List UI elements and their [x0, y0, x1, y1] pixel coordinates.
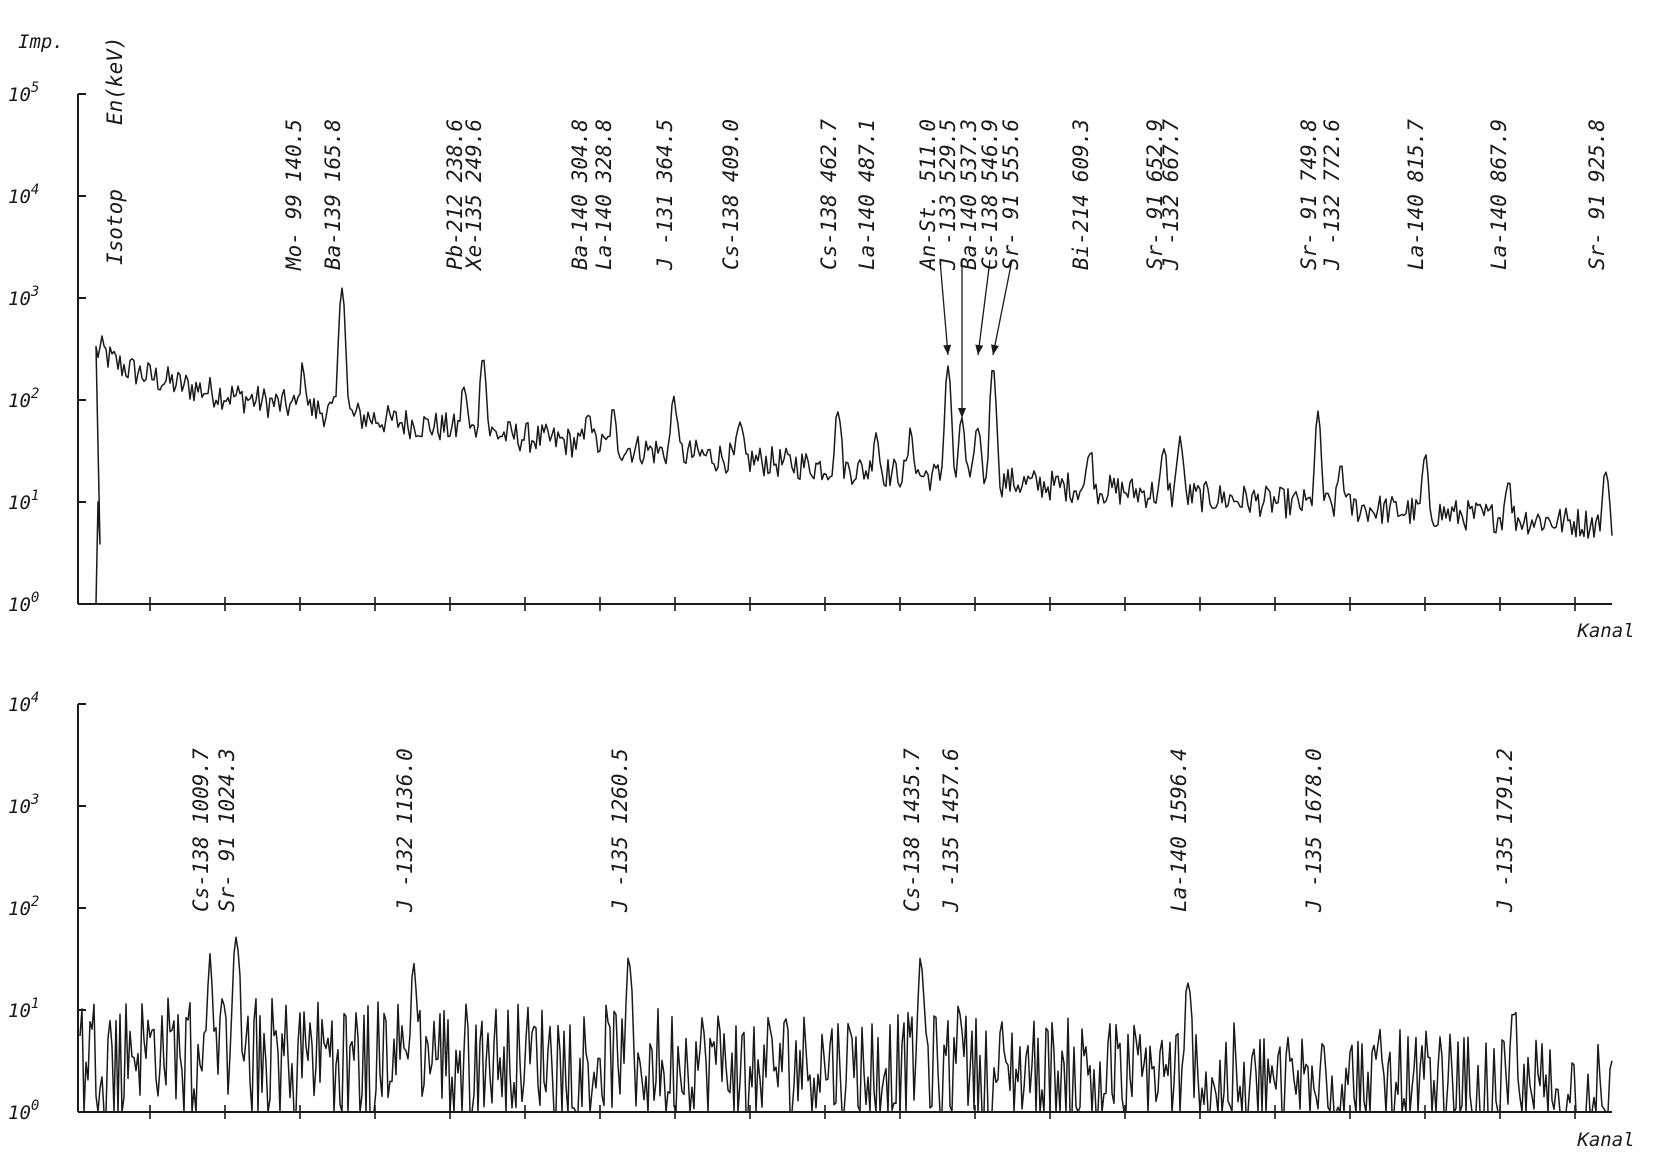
peak-label: La-140487.1 — [855, 119, 879, 270]
peak-label: J -133529.5 — [936, 119, 960, 271]
peak-label: Cs-138546.9 — [978, 119, 1002, 270]
peak-pointer-arrowhead — [975, 344, 984, 355]
peak-label: La-140328.8 — [592, 119, 616, 270]
peak-label: J -1351791.2 — [1493, 748, 1517, 913]
y-tick-label: 105 — [8, 80, 39, 106]
peak-pointer-arrow — [992, 259, 1013, 356]
peak-label: Cs-138462.7 — [817, 119, 841, 270]
peak-label: La-140867.9 — [1487, 119, 1511, 270]
peak-label: J -132667.7 — [1159, 119, 1183, 271]
y-tick-label: 101 — [8, 996, 39, 1022]
peak-label: Ba-140537.3 — [957, 119, 981, 270]
peak-label: Cs-138409.0 — [719, 119, 743, 270]
energy-column-header: En(keV) — [103, 36, 127, 125]
peak-label: La-1401596.4 — [1167, 748, 1191, 912]
peak-pointer-arrowhead — [958, 408, 966, 418]
peak-label: Sr- 91652.9 — [1143, 119, 1167, 270]
top-spectrum-panel: Imp. Kanal Isotop En(keV) 100 101 102 103 10… — [8, 31, 1635, 642]
peak-label: Sr- 91925.8 — [1585, 119, 1609, 270]
peak-label: Cs-1381009.7 — [189, 748, 213, 912]
x-axis-title-bottom: Kanal — [1576, 1129, 1634, 1151]
peak-label: Sr- 91749.8 — [1297, 119, 1321, 270]
y-axis-title: Imp. — [18, 31, 64, 53]
peak-label: La-140815.7 — [1404, 119, 1428, 270]
peak-label: J -132772.6 — [1320, 119, 1344, 271]
y-tick-label: 100 — [8, 590, 39, 616]
peak-label: J -1321136.0 — [393, 748, 417, 913]
peak-label: Sr- 91555.6 — [999, 119, 1023, 270]
spectrum-trace — [95, 287, 1613, 605]
peak-pointer-arrowhead — [943, 344, 952, 355]
peak-label: Bi-214609.3 — [1069, 119, 1093, 270]
peak-label: Mo- 99140.5 — [282, 119, 306, 271]
y-tick-label: 102 — [8, 894, 39, 920]
peak-label: An-St.511.0 — [916, 119, 940, 272]
isotope-column-header: Isotop — [103, 189, 127, 265]
bottom-spectrum-panel: Kanal 100 101 102 103 104 Cs-1381009.7Sr- 911… — [8, 690, 1635, 1151]
peak-label: J -1351678.0 — [1302, 748, 1326, 913]
y-tick-label: 100 — [8, 1098, 39, 1124]
peak-pointer-arrowhead — [991, 344, 999, 355]
peak-label: J -1351457.6 — [939, 748, 963, 913]
peak-label: Xe-135249.6 — [462, 119, 486, 272]
y-tick-label: 104 — [8, 690, 39, 716]
spectrum-trace — [79, 936, 1613, 1113]
y-tick-label: 104 — [8, 182, 39, 208]
y-tick-label: 103 — [8, 792, 39, 818]
y-tick-label: 103 — [8, 284, 39, 310]
y-tick-label: 102 — [8, 386, 39, 412]
peak-label: Cs-1381435.7 — [900, 748, 924, 912]
peak-label: Ba-140304.8 — [568, 119, 592, 270]
peak-label: Ba-139165.8 — [321, 119, 345, 270]
peak-label: Pb-212238.6 — [443, 119, 467, 270]
peak-pointer-arrow — [977, 259, 991, 356]
peak-label: J -131364.5 — [653, 119, 677, 271]
peak-pointer-arrow — [939, 259, 949, 356]
x-axis-title: Kanal — [1576, 620, 1634, 642]
y-tick-label: 101 — [8, 488, 39, 514]
peak-label: Sr- 911024.3 — [215, 748, 239, 912]
peak-label: J -1351260.5 — [608, 748, 632, 913]
